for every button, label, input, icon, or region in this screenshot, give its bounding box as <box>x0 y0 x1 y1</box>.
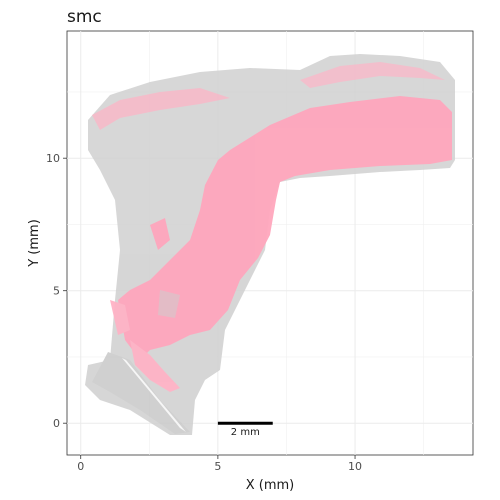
x-axis-label: X (mm) <box>246 478 295 493</box>
chart-title: smc <box>67 7 102 27</box>
tissue-fold <box>122 358 186 432</box>
x-tick-label: 5 <box>214 460 221 473</box>
y-tick-label: 5 <box>53 285 60 298</box>
x-axis: 0 5 10 <box>77 455 362 473</box>
highlight-region <box>92 62 452 392</box>
y-axis-label: Y (mm) <box>27 219 42 268</box>
x-tick-label: 10 <box>348 460 362 473</box>
scale-bar-label: 2 mm <box>231 427 260 438</box>
y-tick-label: 10 <box>46 152 60 165</box>
y-axis: 0 5 10 <box>46 152 67 430</box>
y-tick-label: 0 <box>53 417 60 430</box>
scale-bar: 2 mm <box>217 421 273 438</box>
x-tick-label: 0 <box>77 460 84 473</box>
